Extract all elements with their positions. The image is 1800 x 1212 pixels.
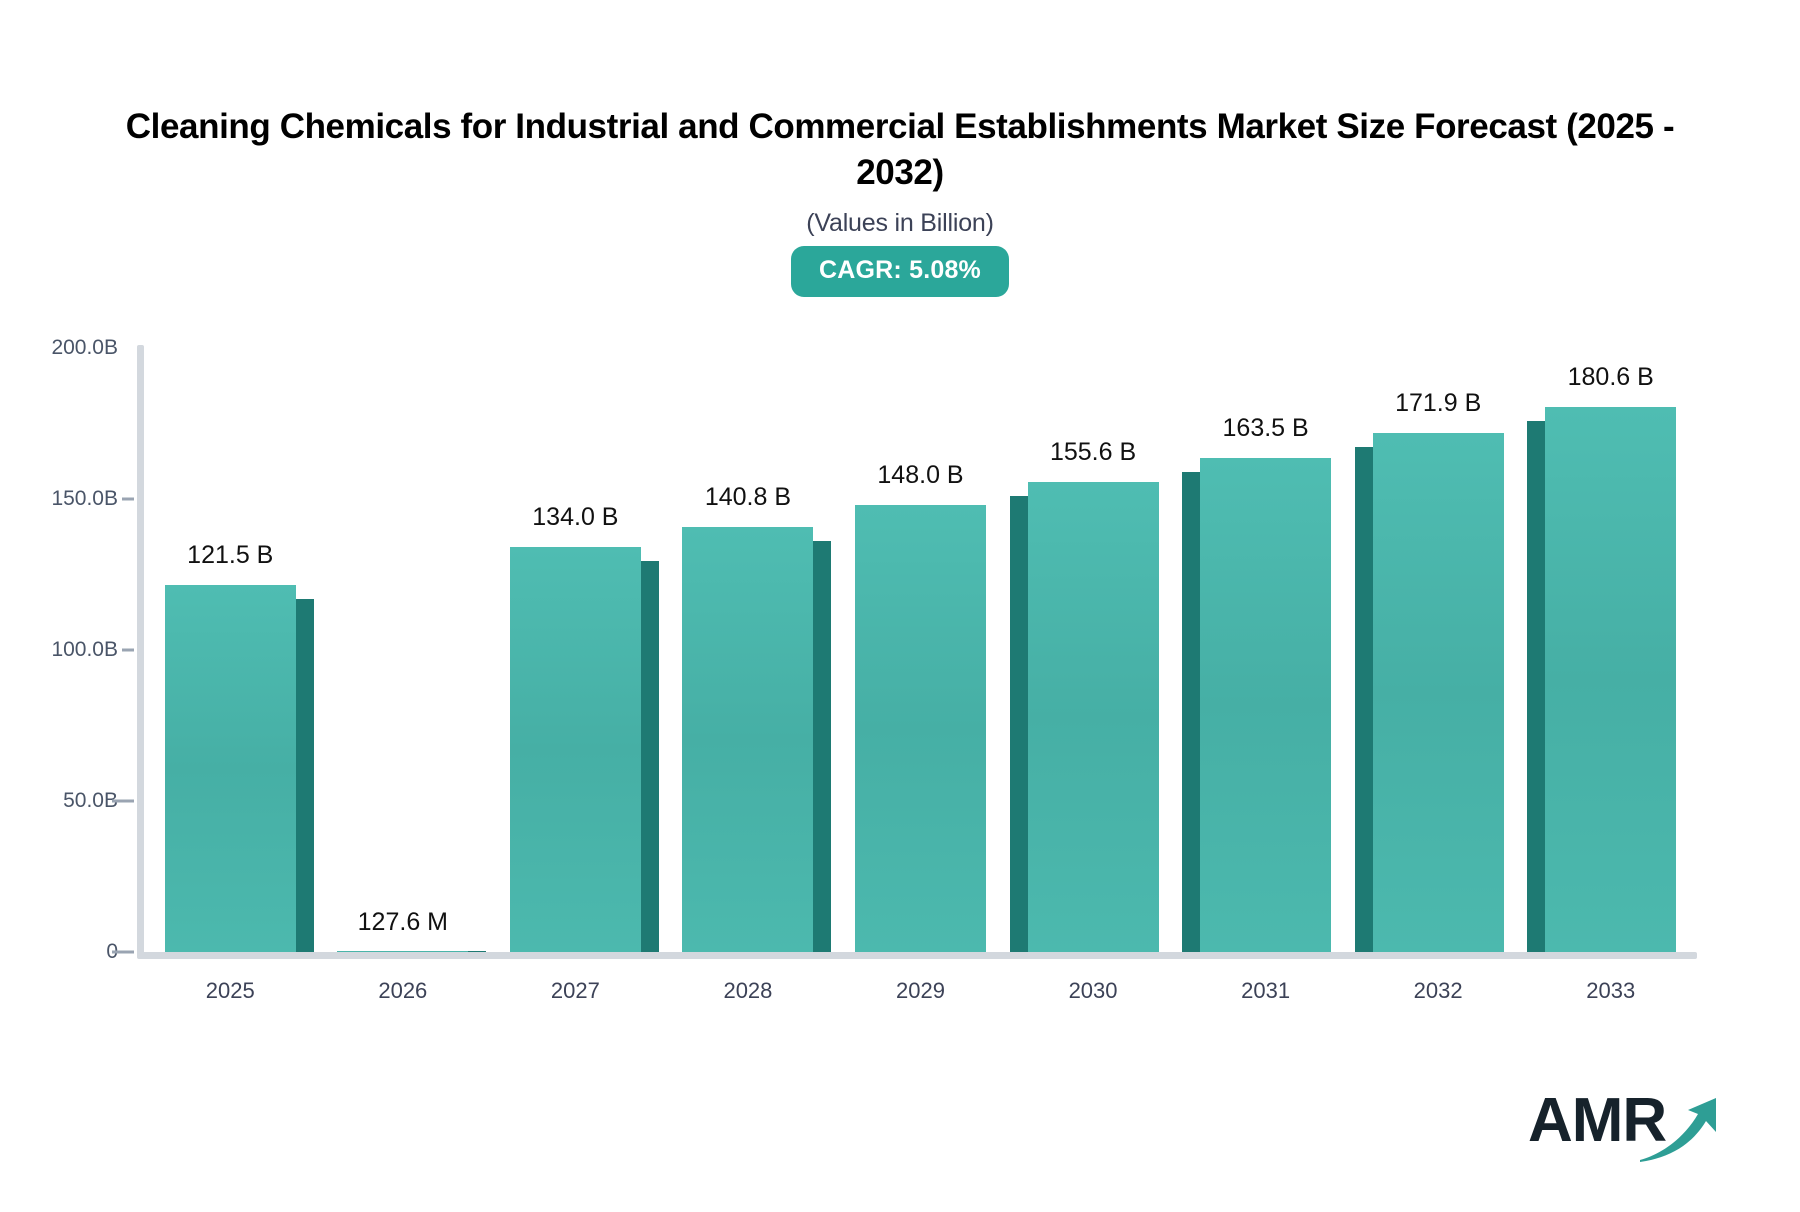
bar-value-label: 148.0 B [877,461,964,490]
bar-front-face [164,585,296,952]
bar-2026[interactable] [337,951,487,952]
y-axis-tick-mark [122,648,134,652]
bar-side-face [468,951,487,952]
cagr-badge: CAGR: 5.08% [791,246,1009,297]
bar-front-face [855,505,986,952]
x-axis-tick-label-2030: 2030 [1068,978,1118,1003]
bar-2028[interactable] [682,526,832,952]
bar-2027[interactable] [509,547,659,952]
y-axis-tick-mark [112,799,134,803]
y-axis-tick-label: 0 [0,940,118,964]
page-title: Cleaning Chemicals for Industrial and Co… [125,107,1675,192]
bar-2033[interactable] [1527,406,1677,952]
bar-value-label: 163.5 B [1222,414,1309,443]
y-axis-tick-label: 50.0B [63,789,118,812]
chart-header: Cleaning Chemicals for Industrial and Co… [0,0,1800,297]
bar-front-face [1027,482,1159,952]
x-axis-tick-label-2025: 2025 [205,978,255,1003]
bar-value-label: 155.6 B [1049,438,1137,467]
up-trend-arrow-icon [1640,1098,1716,1162]
bar-2025[interactable] [164,585,314,952]
bar-side-face [1527,420,1546,952]
cagr-badge-container: CAGR: 5.08% [0,246,1800,297]
y-axis-tick-label: 100.0B [51,638,118,661]
bar-2030[interactable] [1009,482,1159,952]
y-axis-tick-mark [122,497,134,501]
bar-front-face [509,547,641,952]
x-axis-tick-label-2033: 2033 [1586,978,1636,1003]
bar-side-face [813,540,832,952]
bar-side-face [1354,446,1373,952]
y-axis-tick-mark [112,950,134,954]
bar-2032[interactable] [1354,432,1504,952]
bar-front-face [1200,458,1332,952]
x-axis-tick-label-2029: 2029 [896,978,945,1003]
bar-front-face [337,951,469,952]
bar-value-label: 171.9 B [1395,388,1482,417]
bar-2029[interactable] [855,505,986,952]
x-axis-line [137,952,1697,959]
x-axis-tick-label-2026: 2026 [378,978,428,1003]
chart-subtitle: (Values in Billion) [806,209,994,237]
x-axis-tick-label-2028: 2028 [723,978,773,1003]
y-axis-tick-label: 200.0B [51,336,118,359]
bar-front-face [1545,406,1677,952]
bar-side-face [1182,472,1201,952]
amr-logo-text: AMR [1528,1086,1667,1155]
y-axis-tick-label: 150.0B [51,487,118,510]
bar-side-face [1009,496,1028,952]
bar-value-label: 180.6 B [1567,362,1654,391]
amr-logo: AMR [1528,1088,1718,1172]
x-axis-tick-label-2031: 2031 [1241,978,1291,1003]
x-axis-tick-label-2032: 2032 [1413,978,1463,1003]
bar-value-label: 134.0 B [532,503,619,532]
bar-side-face [640,561,659,952]
bar-value-label: 127.6 M [357,907,448,936]
bar-front-face [682,526,814,952]
x-axis-tick-label-2027: 2027 [550,978,600,1003]
bar-side-face [295,599,314,952]
bar-2031[interactable] [1182,458,1332,952]
y-axis-line [137,345,144,958]
bar-front-face [1372,432,1504,952]
bar-value-label: 140.8 B [704,482,792,511]
bar-value-label: 121.5 B [187,541,274,570]
